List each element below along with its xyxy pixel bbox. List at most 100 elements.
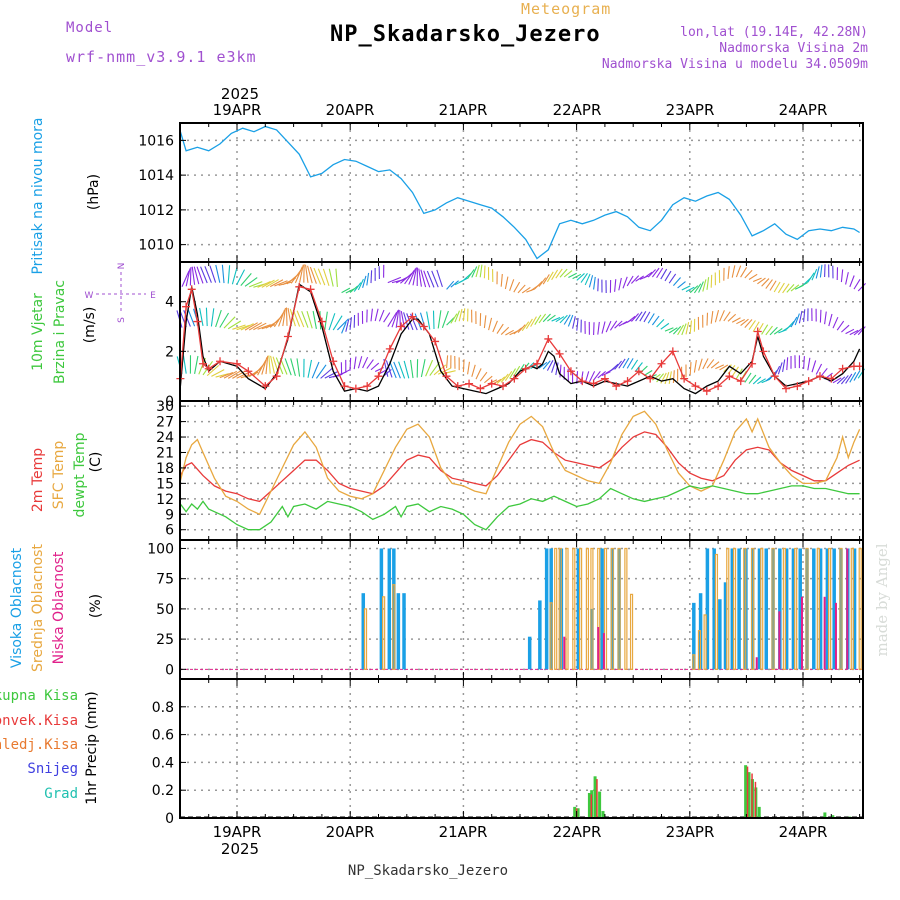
bar — [798, 548, 802, 670]
bar — [726, 547, 730, 670]
wind-arrow — [370, 362, 380, 371]
wind-arrow — [752, 376, 762, 385]
wind-arrow — [614, 360, 623, 370]
wind-arrow — [432, 310, 435, 330]
wind-arrow — [706, 359, 715, 369]
bar — [549, 602, 553, 670]
wind-arrow — [773, 281, 781, 293]
wind-arrow — [555, 362, 559, 376]
wind-arrow — [538, 313, 547, 324]
gust-marker — [465, 379, 474, 388]
wind-arrow — [426, 270, 435, 288]
wind-arrow — [299, 264, 304, 283]
wind-arrow — [849, 372, 857, 383]
bar — [714, 553, 719, 670]
wind-arrow — [200, 266, 208, 284]
wind-arrow — [387, 276, 402, 284]
bar — [610, 547, 614, 670]
wind-arrow — [626, 358, 634, 369]
wind-arrow — [292, 309, 301, 327]
wind-arrow — [798, 310, 803, 324]
gust-marker — [714, 382, 723, 391]
model-altitude-readout: Nadmorska Visina u modelu 34.0509m — [601, 57, 868, 72]
wind-arrow — [425, 359, 434, 377]
wind-arrow — [853, 370, 861, 381]
bar — [771, 548, 775, 670]
precip-legend-item: Konvek.Kisa — [0, 713, 78, 729]
top-day-label: 24APR — [779, 101, 828, 119]
wind-arrow — [467, 361, 471, 375]
bottom-date-labels: 19APR 20APR 21APR 22APR 23APR 24APR — [213, 823, 828, 841]
precip-unit: 1hr Precip (mm) — [84, 691, 100, 804]
wind-arrow — [727, 313, 737, 322]
bar — [578, 547, 583, 670]
wind-arrow — [221, 264, 225, 284]
wind-arrow — [593, 370, 601, 381]
wind-arrow — [689, 362, 692, 375]
gust-marker — [748, 359, 757, 368]
wind-arrow — [626, 315, 636, 324]
wind-arrow — [248, 322, 263, 331]
bar — [832, 548, 836, 670]
wind-arrow — [840, 269, 844, 283]
top-date-labels: 19APR 20APR 21APR 22APR 23APR 24APR — [213, 101, 828, 119]
wind-arrow — [393, 361, 401, 379]
gust-marker — [187, 285, 196, 294]
bar — [387, 548, 392, 670]
series-line — [179, 431, 860, 503]
wind-arrow — [815, 363, 823, 375]
wind-arrow — [853, 328, 863, 336]
bottom-day-label: 21APR — [439, 823, 488, 841]
gust-marker — [612, 382, 621, 391]
wind-arrow — [647, 313, 655, 324]
bar — [737, 548, 741, 670]
compass-e: E — [150, 291, 156, 301]
wind-arrow — [551, 269, 559, 281]
bar — [850, 547, 854, 670]
wind-arrow — [320, 367, 333, 379]
bar — [590, 608, 594, 670]
wind-arrow — [769, 280, 777, 291]
bar — [563, 636, 566, 670]
wind-arrow — [761, 278, 770, 287]
wind-arrow — [790, 284, 800, 292]
bar — [839, 548, 843, 670]
wind-arrow — [209, 265, 217, 283]
wind-arrow — [534, 314, 542, 325]
precip-legend: Ukupna Kisa Konvek.Kisa Zaledj.Kisa Snij… — [0, 688, 78, 802]
watermark: made by Angel — [873, 543, 891, 656]
wind-arrow — [740, 318, 749, 326]
gust-marker — [261, 382, 270, 391]
panel-frame — [179, 400, 864, 541]
wind-arrow — [551, 317, 561, 322]
wind-arrow — [284, 358, 292, 376]
bar — [392, 548, 396, 670]
axes-layer: 1010101210141016024691215182124273002550… — [138, 122, 864, 827]
gust-marker — [419, 322, 428, 331]
wind-arrow — [404, 270, 415, 285]
bar — [565, 547, 569, 670]
wind-arrow — [748, 320, 756, 331]
gust-marker — [736, 377, 745, 386]
wind-arrow — [450, 313, 458, 324]
wind-arrow — [643, 311, 651, 323]
wind-arrow — [253, 322, 267, 331]
wind-arrow — [559, 364, 562, 378]
gust-marker — [646, 374, 655, 383]
wind-arrow — [777, 362, 783, 375]
gust-marker — [363, 382, 372, 391]
wind-arrow — [181, 270, 190, 287]
bar — [718, 599, 722, 670]
model-label: Model — [66, 20, 114, 36]
gust-marker — [476, 384, 485, 393]
cloud-label-2: Srednja Oblacnost — [30, 544, 46, 672]
wind-arrow — [446, 317, 455, 326]
top-day-label: 21APR — [439, 101, 488, 119]
gust-marker — [815, 372, 824, 381]
wind-arrow — [689, 285, 699, 294]
wind-arrow — [504, 276, 509, 290]
wind-arrow — [614, 320, 623, 329]
wind-arrow — [547, 314, 556, 322]
wind-arrow — [398, 361, 406, 379]
bar — [629, 593, 634, 670]
